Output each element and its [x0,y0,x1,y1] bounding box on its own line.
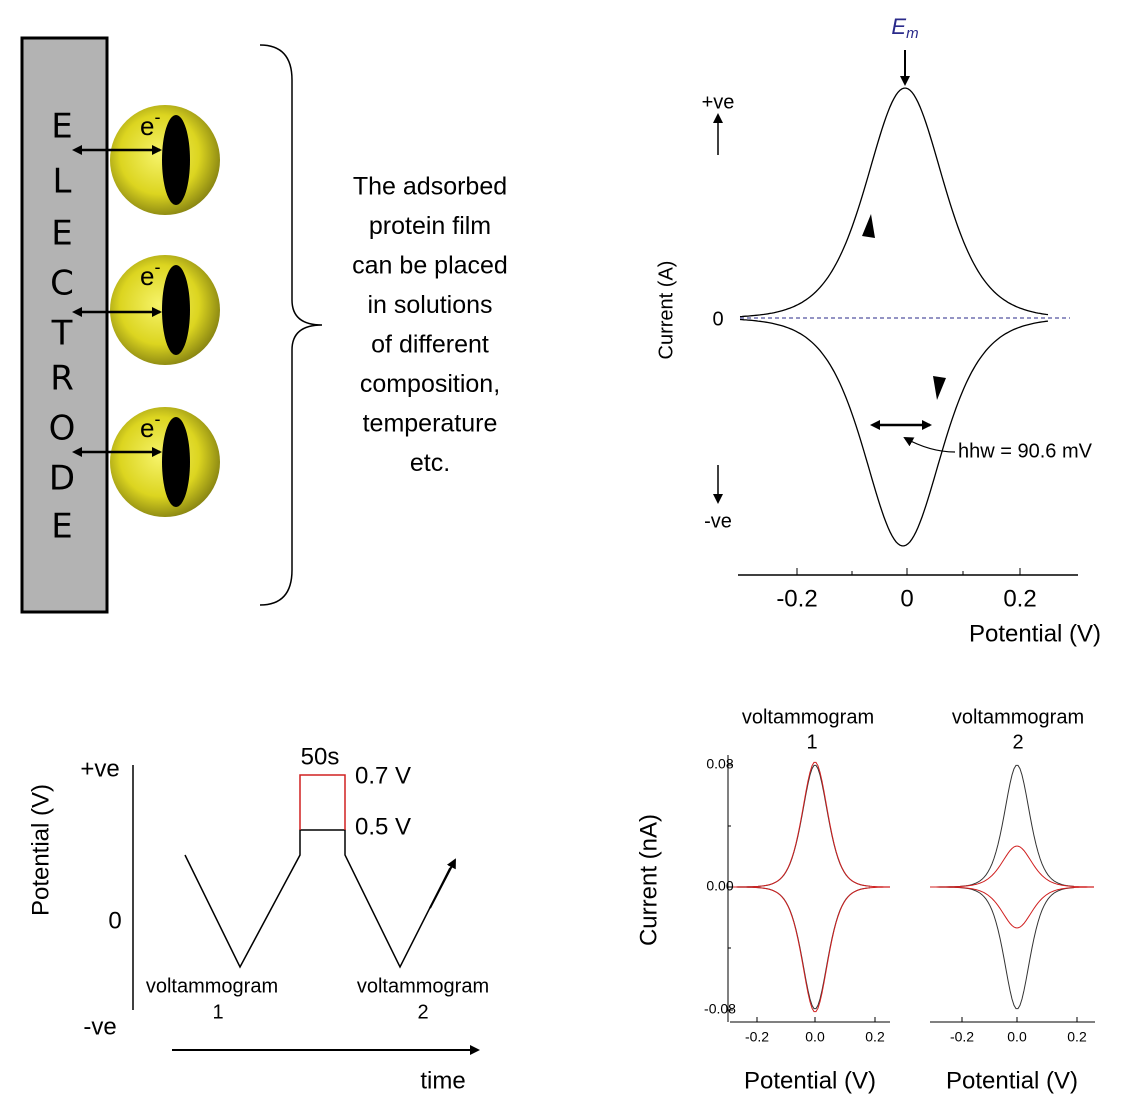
minus-label: -ve [704,510,732,532]
electron-base: e [140,111,154,141]
electron-sup: - [154,107,160,127]
electrode-letter: E [51,107,72,147]
caption-line: temperature [363,410,498,438]
red-curve [730,762,890,1011]
y-axis-label: Potential (V) [27,784,54,916]
zero-label: 0 [108,907,121,934]
caption-line: in solutions [367,291,492,319]
electrode-letter: R [50,359,74,399]
electron-sup: - [154,257,160,277]
em-label: Em [891,14,918,42]
reduction-curve [740,320,1048,546]
y-tick-label: -0.08 [704,1001,736,1017]
y-axis-label: Current (nA) [635,814,662,946]
caption-line: composition, [360,370,500,398]
x-tick-label: -0.2 [950,1029,974,1045]
caption-line: etc. [410,449,450,477]
hhw-label: hhw = 90.6 mV [958,440,1093,462]
plus-label: +ve [702,91,735,113]
scan-name: voltammogram [146,975,278,997]
voltammogram-panel: Current (nA) -0.2 0.0 0.2 voltammogram 1 Pote… [635,706,1095,1094]
electrode-letter: E [51,507,72,547]
x-axis-label: Potential (V) [969,620,1101,647]
caption-line: can be placed [352,252,508,280]
scan-arrow [933,376,946,400]
x-tick-label: 0.0 [805,1029,825,1045]
redox-site [162,115,190,205]
redox-site [162,265,190,355]
zero-label: 0 [712,308,723,330]
panel-number: 2 [1012,731,1023,753]
x-tick-label: 0.2 [1003,585,1036,612]
x-axis-label: Potential (V) [946,1067,1078,1094]
upper-potential: 0.7 V [355,762,411,789]
panel-title: voltammogram [742,706,874,728]
x-tick-label: 0.2 [1067,1029,1087,1045]
scan-name: voltammogram [357,975,489,997]
electrode-letter: O [49,409,76,449]
bracket [260,45,322,605]
protocol-panel: +ve 0 -ve Potential (V) 50s 0.7 V 0.5 V … [27,743,489,1094]
caption-line: The adsorbed [353,173,507,201]
electron-sup: - [154,409,160,429]
scan-number: 1 [212,1001,223,1023]
electron-base: e [140,413,154,443]
hold-time: 50s [301,743,340,770]
panel-title: voltammogram [952,706,1084,728]
x-tick-label: 0 [900,585,913,612]
oxidation-curve [740,88,1048,317]
scan-arrow [862,214,875,238]
figure: ELECTRODEe-e-e-The adsorbedprotein filmc… [0,0,1137,1095]
x-tick-label: 0.2 [865,1029,885,1045]
scan-number: 2 [417,1001,428,1023]
lower-potential: 0.5 V [355,813,411,840]
x-axis-label: Potential (V) [744,1067,876,1094]
caption-line: protein film [369,212,491,240]
y-tick-label: 0.00 [706,878,733,894]
electrode-letter: C [50,264,74,304]
x-tick-label: 0.0 [1007,1029,1027,1045]
electrode-letter: E [51,214,72,254]
panel-number: 1 [806,731,817,753]
electron-base: e [140,261,154,291]
x-tick-label: -0.2 [776,585,817,612]
trace-arrow [430,860,455,908]
y-axis-label: Current (A) [655,261,677,360]
electrode-letter: D [49,459,75,499]
electrode-letter: T [51,314,73,354]
hold-trace [300,775,345,830]
red-curve [930,846,1094,928]
caption-line: of different [371,331,489,359]
cv-panel: Em +ve 0 -ve Current (A) Potential (V) h… [655,14,1101,648]
hhw-pointer [905,438,955,452]
x-axis-label: time [420,1067,465,1094]
redox-site [162,417,190,507]
electrode-letter: L [53,162,72,202]
potential-trace [185,830,450,967]
y-tick-label: 0.08 [706,756,733,772]
plus-label: +ve [80,755,119,782]
minus-label: -ve [83,1013,116,1040]
x-tick-label: -0.2 [745,1029,769,1045]
